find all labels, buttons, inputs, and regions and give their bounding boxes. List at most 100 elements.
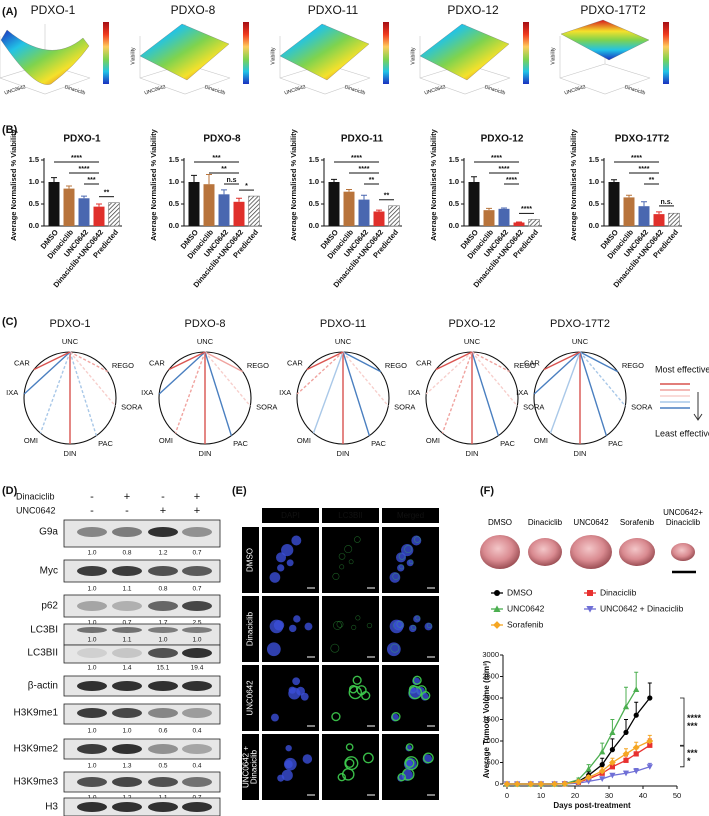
marker	[623, 730, 628, 735]
surface-x-label: UNC0642	[144, 84, 167, 97]
marker	[623, 758, 628, 763]
radar-node-label: UNC	[335, 337, 352, 346]
error-bar	[376, 210, 382, 211]
blot-band	[112, 527, 142, 537]
condition-label: UNC0642 + Dinaciclib	[242, 734, 259, 800]
bar	[94, 207, 105, 226]
condition-label: UNC0642	[242, 665, 259, 731]
x-tick-label: 10	[537, 791, 545, 800]
panel-label: (A)	[2, 6, 18, 18]
y-tick-label: 1.0	[449, 177, 459, 186]
nucleus	[285, 760, 293, 768]
nucleus	[281, 544, 293, 556]
blot-band	[112, 681, 142, 691]
chart-title: PDXO-12	[481, 134, 524, 145]
significance-label: ****	[631, 155, 642, 162]
marker	[599, 749, 605, 755]
surface-title: PDXO-17T2	[580, 3, 646, 17]
blot-band	[77, 681, 107, 691]
treatment-label: UNC0642	[16, 505, 56, 515]
micrograph	[322, 596, 379, 662]
bar	[249, 196, 260, 226]
blot-band	[148, 681, 178, 691]
bar	[359, 200, 370, 226]
radar-line	[343, 352, 369, 436]
significance-label: **	[649, 177, 655, 184]
surface-z-label: Viability	[130, 47, 136, 65]
y-axis-label: Average Tumour Volume (mm³)	[482, 660, 491, 778]
bar	[219, 194, 230, 226]
bar	[374, 211, 385, 226]
y-tick-label: 0.5	[29, 199, 39, 208]
nucleus	[267, 642, 281, 656]
error-bar	[471, 177, 477, 182]
error-bar	[486, 208, 492, 210]
x-tick-label: 0	[505, 791, 509, 800]
blot-band	[112, 708, 142, 718]
y-tick-label: 0.5	[169, 199, 179, 208]
condition-label-box: DMSO	[242, 527, 259, 593]
error-bar	[96, 204, 102, 207]
radar-line	[205, 352, 231, 436]
significance-label: ****	[521, 206, 532, 213]
blot-band	[148, 777, 178, 787]
blot-band	[182, 681, 212, 691]
nucleus	[305, 623, 313, 631]
nucleus	[289, 625, 296, 632]
bar	[669, 213, 680, 226]
legend-marker	[494, 590, 500, 596]
tumour-label: UNC0642+ Dinaciclib	[657, 506, 709, 528]
radar-node-label: SORA	[256, 403, 277, 412]
panel-label: (E)	[232, 485, 247, 497]
nucleus	[291, 536, 301, 546]
y-tick-label: 0.5	[589, 199, 599, 208]
y-tick-label: 1.5	[309, 155, 319, 164]
nucleus	[292, 677, 300, 685]
blot-label: H3K9me3	[14, 777, 59, 788]
radar-node-label: PAC	[233, 439, 248, 448]
error-bar	[361, 195, 367, 199]
y-tick-label: 0.5	[309, 199, 319, 208]
blot-band	[148, 708, 178, 718]
colorbar	[243, 22, 249, 84]
bar	[499, 209, 510, 226]
error-bar	[236, 198, 242, 202]
legend-marker	[493, 621, 501, 629]
radar-node-label: UNC	[197, 337, 214, 346]
colorbar	[103, 22, 109, 84]
radar-node-label: IXA	[279, 388, 291, 397]
radar-node-label: DIN	[64, 449, 77, 458]
radar-title: PDXO-1	[50, 318, 91, 330]
y-tick-label: 0.0	[589, 221, 599, 230]
treatment-sign: -	[125, 505, 129, 517]
tumour-label: Dinaciclib	[519, 506, 571, 528]
radar-node-label: DIN	[466, 449, 479, 458]
radar-node-label: CAR	[524, 359, 540, 368]
marker	[610, 747, 615, 752]
surface-title: PDXO-8	[171, 3, 216, 17]
blot-band	[148, 566, 178, 576]
blot-band	[77, 601, 107, 611]
error-bar	[611, 180, 617, 182]
channel-header: LC3BII	[338, 511, 362, 520]
blot-quant: 1.0	[87, 763, 96, 770]
surface-x-label: UNC0642	[284, 84, 307, 97]
radar-node-label: REGO	[622, 361, 644, 370]
colorbar	[383, 22, 389, 84]
radar-line	[70, 352, 115, 406]
y-axis-label: Average Normalised % Viability	[429, 128, 438, 241]
y-tick-label: 1.0	[29, 177, 39, 186]
chart-title: PDXO-8	[203, 134, 241, 145]
surface	[140, 24, 229, 80]
nucleus	[303, 754, 313, 764]
radar-node-label: CAR	[14, 359, 30, 368]
radar-node-label: UNC	[572, 337, 589, 346]
blot-quant: 0.7	[192, 586, 201, 593]
radar-node-label: IXA	[408, 388, 420, 397]
bar	[234, 202, 245, 226]
bar	[49, 182, 60, 226]
micrograph	[322, 665, 379, 731]
significance-label: **	[104, 190, 110, 197]
radar-line	[70, 352, 96, 436]
radar-node-label: IXA	[516, 388, 528, 397]
